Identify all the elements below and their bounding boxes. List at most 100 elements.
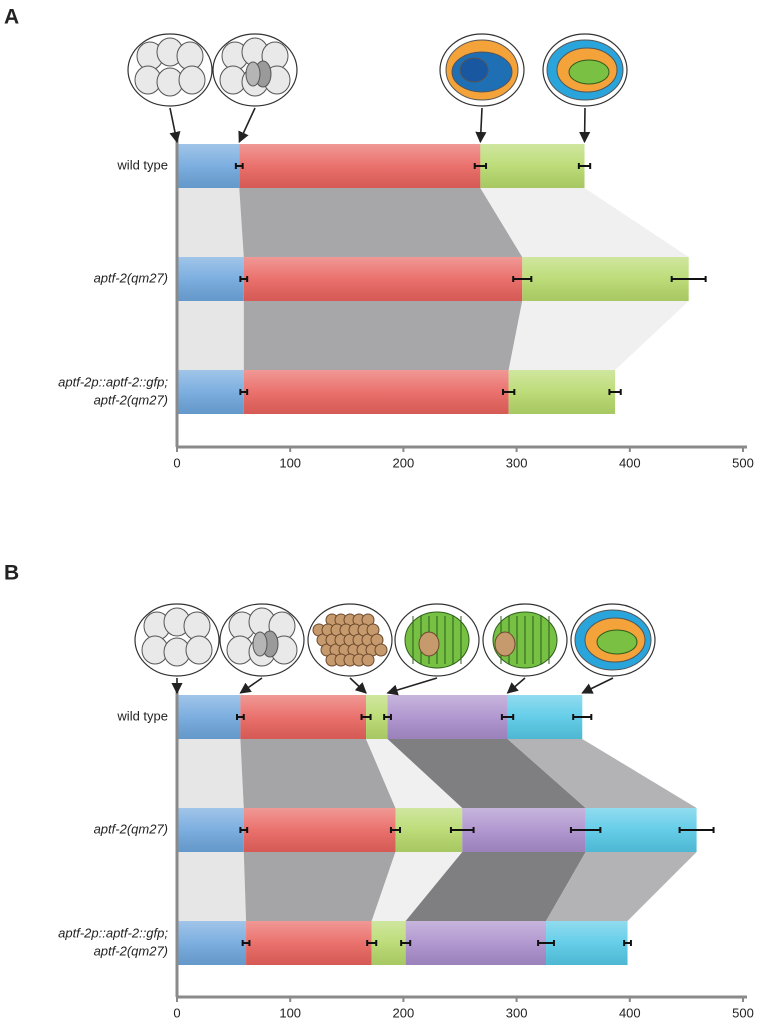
error-bar [572, 714, 593, 720]
error-bar [241, 940, 251, 946]
embryo-cell [252, 631, 268, 657]
error-bar [537, 940, 555, 946]
x-tick-label: 200 [393, 455, 415, 470]
bar-shine [507, 695, 583, 739]
error-bar [234, 163, 244, 169]
bar-shine [405, 921, 547, 965]
embryo-icon [212, 33, 298, 107]
bar-shine [508, 370, 616, 414]
error-bar [449, 827, 475, 833]
bar-shine [240, 695, 367, 739]
stage-connector [240, 739, 396, 808]
row-label: aptf-2(qm27) [94, 392, 168, 407]
stage-connector [177, 739, 244, 808]
embryo-cell [374, 643, 388, 657]
row-label: wild type [116, 708, 168, 723]
bar-shine [177, 144, 240, 188]
bar-shine [546, 921, 628, 965]
error-bar [239, 276, 249, 282]
embryo-icon [570, 603, 656, 677]
bar-shine [177, 695, 241, 739]
embryo-cell [361, 653, 375, 667]
embryo-cell [245, 61, 261, 87]
stage-connector [366, 739, 463, 808]
error-bar [383, 714, 392, 720]
embryo-icon [127, 33, 213, 107]
error-bar [235, 714, 245, 720]
error-bar [577, 163, 592, 169]
embryo-cell [185, 635, 213, 665]
error-bar [502, 389, 516, 395]
stage-connector [507, 739, 697, 808]
bar-shine [371, 921, 406, 965]
bar-shine [246, 921, 372, 965]
error-bar [473, 163, 488, 169]
stage-connector [239, 188, 523, 257]
stage-connector [243, 301, 523, 370]
stage-connector [508, 301, 689, 370]
x-tick-label: 400 [619, 455, 641, 470]
x-tick-label: 500 [732, 1005, 754, 1020]
stage-connector [405, 852, 586, 921]
x-tick-label: 300 [506, 455, 528, 470]
error-bar [608, 389, 622, 395]
row-label: aptf-2p::aptf-2::gfp; [58, 374, 168, 389]
embryo-icon [219, 603, 305, 677]
stage-connector [387, 739, 586, 808]
embryo-icon [307, 603, 393, 677]
embryo-icon [542, 33, 628, 107]
bar-shine [177, 808, 244, 852]
stage-arrow [581, 677, 614, 694]
stage-connector [371, 852, 463, 921]
x-tick-label: 400 [619, 1005, 641, 1020]
x-tick-label: 0 [173, 1005, 180, 1020]
embryo-icon [439, 33, 525, 107]
stage-connector [177, 852, 247, 921]
row-label: aptf-2p::aptf-2::gfp; [58, 925, 168, 940]
x-tick-label: 500 [732, 455, 754, 470]
x-tick-label: 100 [279, 1005, 301, 1020]
error-bar [500, 714, 515, 720]
x-tick-label: 0 [173, 455, 180, 470]
bar-shine [243, 257, 523, 301]
bar-shine [243, 808, 396, 852]
bar-shine [585, 808, 697, 852]
bar-shine [387, 695, 508, 739]
embryo-icon [134, 603, 220, 677]
error-bar [366, 940, 378, 946]
stage-arrow [169, 107, 181, 144]
stage-arrow [239, 677, 263, 694]
x-tick-label: 300 [506, 1005, 528, 1020]
row-label: aptf-2(qm27) [94, 943, 168, 958]
bar-shine [366, 695, 388, 739]
bar-shine [522, 257, 689, 301]
bar-shine [462, 808, 586, 852]
embryo-cell [568, 59, 610, 85]
stage-connector [480, 188, 689, 257]
panel-label: B [4, 562, 19, 585]
stage-connector [243, 852, 396, 921]
error-bar [623, 940, 632, 946]
x-tick-label: 200 [393, 1005, 415, 1020]
stage-connector [177, 301, 244, 370]
embryo-cell [459, 57, 489, 83]
error-bar [389, 827, 402, 833]
embryo-icon [482, 603, 568, 677]
embryo-cell [418, 631, 440, 657]
error-bar [678, 827, 715, 833]
stage-arrow [475, 107, 487, 144]
embryo-cell [178, 65, 206, 95]
bar-shine [177, 370, 244, 414]
row-label: aptf-2(qm27) [94, 270, 168, 285]
embryo-cell [494, 631, 516, 657]
embryo-icon [394, 603, 480, 677]
error-bar [239, 389, 249, 395]
stage-connector [177, 188, 244, 257]
error-bar [569, 827, 602, 833]
panel-label: A [4, 6, 19, 29]
bar-shine [177, 257, 244, 301]
error-bar [400, 940, 412, 946]
error-bar [670, 276, 707, 282]
x-tick-label: 100 [279, 455, 301, 470]
